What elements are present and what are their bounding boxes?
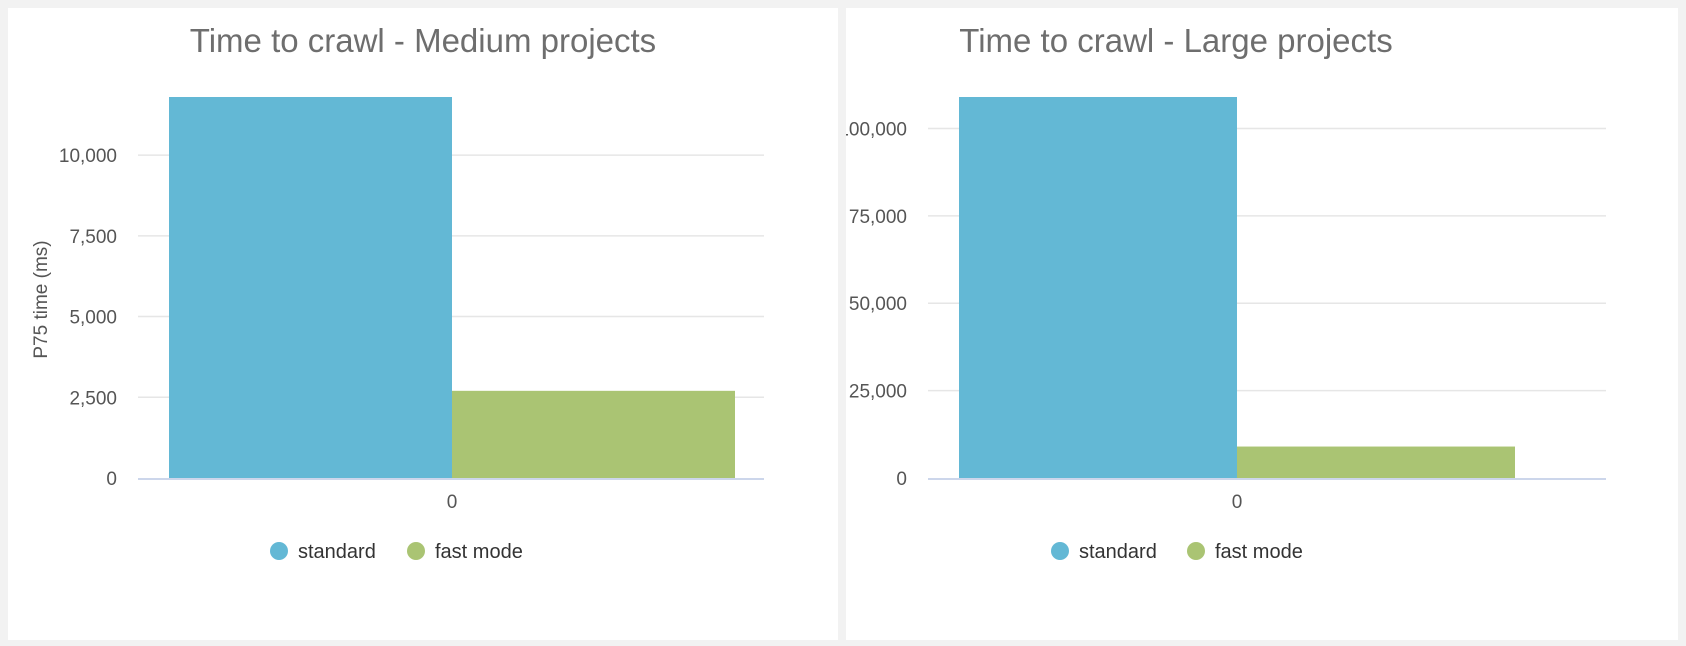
- legend-label-fast-mode[interactable]: fast mode: [435, 541, 523, 563]
- y-tick-label: 0: [106, 469, 117, 490]
- y-tick-label: 25,000: [849, 382, 907, 403]
- y-tick-label: 7,500: [69, 227, 117, 248]
- legend-swatch-standard[interactable]: [1051, 542, 1069, 560]
- y-tick-label: 75,000: [849, 207, 907, 228]
- legend-label-standard[interactable]: standard: [298, 541, 376, 563]
- bar-chart-large-projects: Time to crawl - Large projects 0 25,000 50,…: [846, 22, 1606, 563]
- bar-standard[interactable]: [959, 97, 1237, 478]
- x-tick-label: 0: [447, 492, 458, 513]
- y-tick-label: 10,000: [59, 146, 117, 167]
- legend-label-standard[interactable]: standard: [1079, 541, 1157, 563]
- bar-fast-mode[interactable]: [452, 390, 735, 478]
- y-tick-label: 100,000: [846, 119, 907, 140]
- bar-standard[interactable]: [169, 97, 452, 478]
- legend-swatch-standard[interactable]: [270, 542, 288, 560]
- bar-fast-mode[interactable]: [1237, 446, 1515, 478]
- bar-chart-medium-projects: Time to crawl - Medium projects 0 2,500 5,0…: [31, 22, 764, 563]
- chart-title: Time to crawl - Large projects: [959, 22, 1392, 59]
- y-tick-label: 5,000: [69, 308, 117, 329]
- chart-title: Time to crawl - Medium projects: [190, 22, 656, 59]
- legend-label-fast-mode[interactable]: fast mode: [1215, 541, 1303, 563]
- x-tick-label: 0: [1232, 492, 1243, 513]
- y-tick-label: 50,000: [849, 294, 907, 315]
- chart-panel-medium-projects: Time to crawl - Medium projects 0 2,500 5,0…: [8, 8, 838, 640]
- y-axis-title: P75 time (ms): [31, 240, 52, 358]
- y-tick-label: 0: [896, 469, 907, 490]
- y-tick-label: 2,500: [69, 388, 117, 409]
- legend-swatch-fast-mode[interactable]: [1187, 542, 1205, 560]
- legend-swatch-fast-mode[interactable]: [407, 542, 425, 560]
- chart-panel-large-projects: Time to crawl - Large projects 0 25,000 50,…: [846, 8, 1678, 640]
